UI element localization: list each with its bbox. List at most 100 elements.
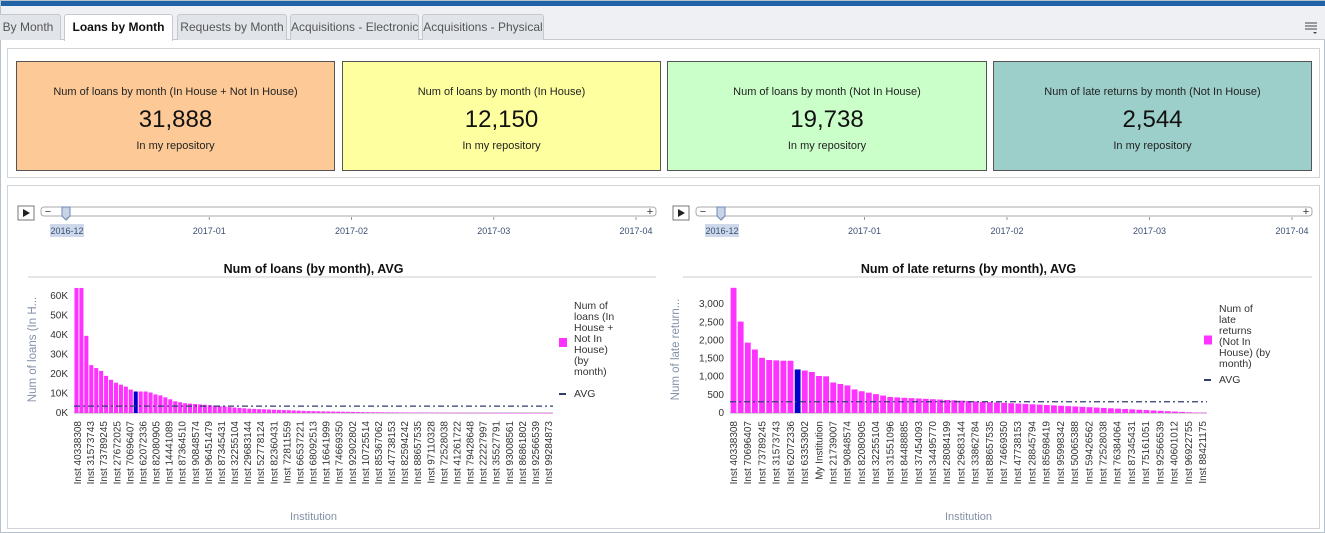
legend-series-label[interactable]: month) (1219, 358, 1252, 370)
bar[interactable] (118, 384, 123, 413)
bar[interactable] (887, 397, 894, 413)
bar[interactable] (1129, 409, 1136, 413)
bar[interactable] (321, 411, 326, 413)
legend-series-label[interactable]: Num of (1219, 303, 1253, 315)
timeline-label[interactable]: 2017-01 (848, 226, 881, 236)
bar[interactable] (808, 371, 815, 413)
tab-loans-by-month[interactable]: Loans by Month (64, 14, 173, 41)
bar[interactable] (464, 412, 469, 414)
bar[interactable] (360, 412, 365, 413)
bar[interactable] (222, 406, 227, 413)
play-icon[interactable] (678, 209, 685, 217)
bar[interactable] (958, 400, 965, 413)
timeline-label[interactable]: 2017-02 (990, 226, 1023, 236)
bar[interactable] (168, 399, 173, 413)
bar[interactable] (341, 411, 346, 413)
bar[interactable] (326, 411, 331, 413)
bar[interactable] (1107, 408, 1114, 413)
bar[interactable] (217, 406, 222, 413)
bar[interactable] (823, 376, 830, 413)
legend-series-label[interactable]: Num of (574, 300, 608, 312)
timeline-label[interactable]: 2016-12 (705, 226, 738, 236)
bar[interactable] (766, 360, 773, 413)
timeline-track[interactable] (695, 206, 1313, 217)
zoom-in-button[interactable]: + (1303, 206, 1309, 218)
bar[interactable] (1058, 405, 1064, 413)
bar-my-institution[interactable] (133, 391, 138, 413)
bar[interactable] (1179, 411, 1186, 413)
bar[interactable] (737, 321, 744, 413)
bar[interactable] (281, 410, 286, 413)
bar[interactable] (1036, 404, 1043, 413)
bar[interactable] (986, 402, 993, 413)
bar[interactable] (420, 412, 425, 414)
bar[interactable] (242, 408, 247, 413)
bar-my-institution[interactable] (794, 369, 801, 413)
legend-series-swatch[interactable] (1204, 335, 1212, 345)
bar[interactable] (429, 412, 435, 414)
bar[interactable] (1022, 403, 1029, 413)
bar[interactable] (350, 411, 356, 413)
bar[interactable] (837, 383, 844, 413)
bar[interactable] (202, 404, 207, 413)
legend-series-label[interactable]: (Not In (1219, 336, 1251, 348)
bar[interactable] (965, 401, 972, 413)
bar[interactable] (385, 412, 390, 413)
bar[interactable] (178, 402, 183, 413)
bar[interactable] (109, 379, 114, 413)
legend-series-label[interactable]: House) (574, 344, 608, 356)
bar[interactable] (444, 412, 449, 414)
bar[interactable] (227, 407, 232, 413)
bar[interactable] (543, 412, 548, 414)
bar[interactable] (173, 401, 178, 413)
bar[interactable] (296, 410, 301, 413)
bar[interactable] (1136, 409, 1143, 413)
timeline-label[interactable]: 2017-02 (335, 226, 368, 236)
bar[interactable] (301, 410, 306, 413)
bar[interactable] (237, 407, 242, 413)
timeline-label[interactable]: 2017-04 (619, 226, 652, 236)
bar[interactable] (94, 368, 99, 413)
bar[interactable] (183, 403, 188, 413)
timeline-handle[interactable] (61, 206, 71, 221)
bar[interactable] (1164, 411, 1171, 413)
timeline-label[interactable]: 2017-01 (193, 226, 226, 236)
bar[interactable] (311, 411, 316, 413)
bar[interactable] (730, 287, 737, 413)
bar[interactable] (197, 404, 202, 413)
bar[interactable] (128, 389, 133, 413)
timeline-label[interactable]: 2016-12 (50, 226, 83, 236)
bar[interactable] (331, 411, 336, 413)
bar[interactable] (1100, 407, 1107, 413)
zoom-in-button[interactable]: + (647, 206, 653, 218)
bar[interactable] (1115, 408, 1121, 413)
bar[interactable] (744, 342, 751, 413)
bar[interactable] (494, 412, 499, 414)
bar[interactable] (937, 399, 943, 413)
bar[interactable] (1008, 403, 1015, 413)
bar[interactable] (484, 412, 489, 414)
bar[interactable] (262, 409, 267, 413)
legend-series-label[interactable]: (by (574, 355, 589, 367)
legend-avg-label[interactable]: AVG (574, 388, 595, 400)
bar[interactable] (894, 397, 901, 413)
bar[interactable] (901, 397, 908, 413)
bar[interactable] (400, 412, 405, 413)
bar[interactable] (513, 412, 518, 414)
bar[interactable] (365, 412, 370, 413)
bar[interactable] (979, 401, 986, 413)
bar[interactable] (538, 412, 543, 414)
bar[interactable] (454, 412, 459, 414)
bar[interactable] (276, 409, 281, 413)
bar[interactable] (207, 405, 212, 413)
bar[interactable] (951, 400, 958, 413)
bar[interactable] (138, 391, 143, 413)
bar[interactable] (434, 412, 439, 414)
bar[interactable] (801, 370, 808, 413)
zoom-out-button[interactable]: − (45, 206, 51, 218)
bar[interactable] (751, 349, 758, 414)
bar[interactable] (780, 360, 787, 413)
bar[interactable] (1122, 409, 1129, 413)
bar[interactable] (1186, 412, 1193, 413)
bar[interactable] (880, 395, 886, 413)
